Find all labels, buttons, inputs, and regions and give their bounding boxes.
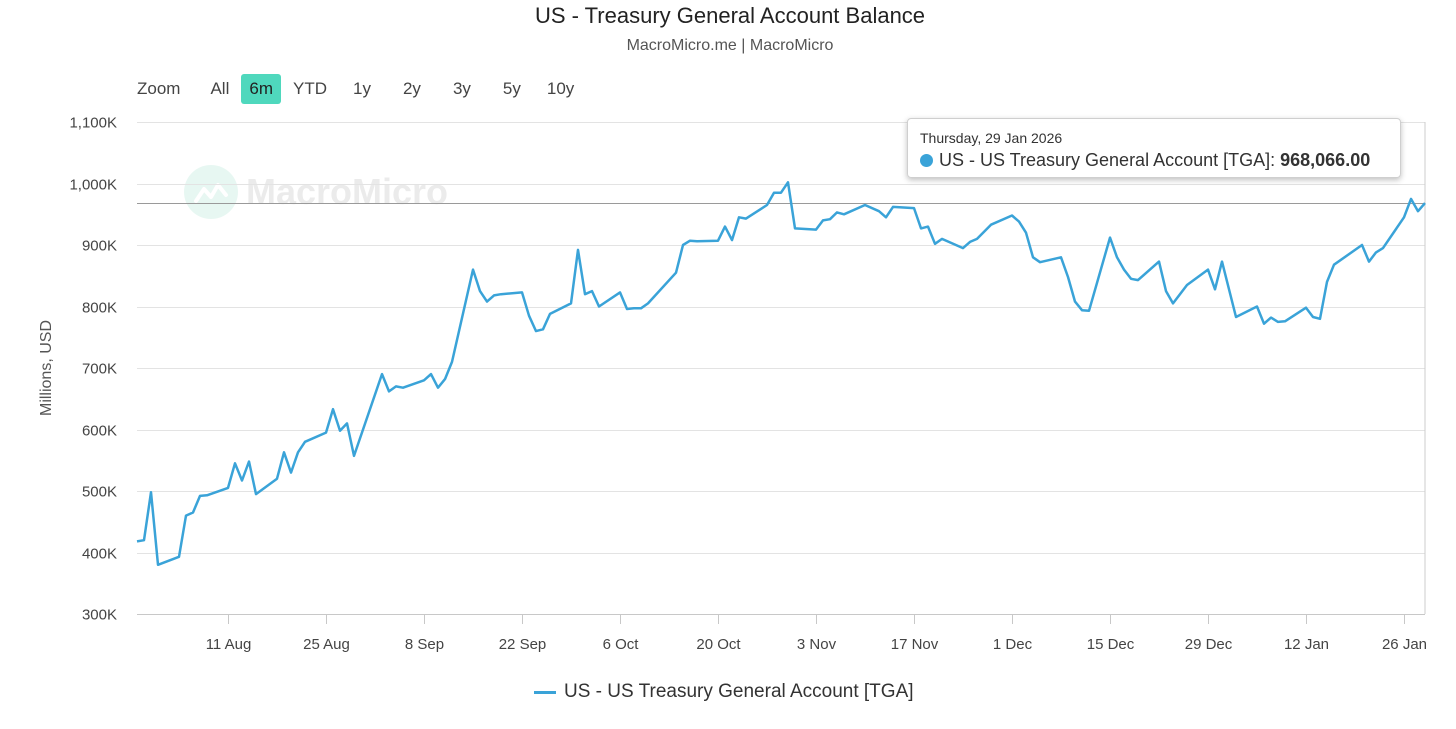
- y-tick-label: 700K: [82, 361, 117, 378]
- x-tick-label: 17 Nov: [891, 636, 939, 653]
- x-axis: 11 Aug 25 Aug 8 Sep 22 Sep 6 Oct 20 Oct 3 Nov 1…: [206, 614, 1427, 653]
- chart-subtitle: MacroMicro.me | MacroMicro: [626, 37, 834, 54]
- x-tick-label: 6 Oct: [603, 636, 640, 653]
- tooltip-date: Thursday, 29 Jan 2026: [920, 130, 1063, 146]
- y-tick-label: 500K: [82, 484, 117, 501]
- y-axis: 300K 400K 500K 600K 700K 800K 900K 1,000K 1,100K: [69, 115, 117, 624]
- x-tick-label: 3 Nov: [797, 636, 837, 653]
- y-tick-label: 400K: [82, 546, 117, 563]
- y-tick-label: 600K: [82, 423, 117, 440]
- tooltip-row: US - US Treasury General Account [TGA]: …: [920, 149, 1388, 171]
- x-tick-label: 26 Jan: [1382, 636, 1427, 653]
- legend-line-icon: [534, 690, 556, 694]
- x-tick-label: 15 Dec: [1087, 636, 1135, 653]
- y-tick-label: 900K: [82, 238, 117, 255]
- x-tick-label: 25 Aug: [303, 636, 350, 653]
- y-tick-label: 300K: [82, 607, 117, 624]
- watermark: MacroMicro: [184, 165, 448, 219]
- zoom-bar: Zoom All 6m YTD 1y 2y 3y 5y 10y: [137, 74, 586, 104]
- x-tick-label: 8 Sep: [405, 636, 444, 653]
- series-line-tga: [136, 181, 1426, 567]
- y-tick-label: 1,100K: [69, 115, 117, 132]
- series-dot-icon: [920, 154, 933, 167]
- grid-layer: [137, 122, 1425, 554]
- y-axis-label: Millions, USD: [38, 319, 55, 417]
- x-tick-label: 22 Sep: [499, 636, 547, 653]
- tooltip-series-label: US - US Treasury General Account [TGA]:: [939, 150, 1281, 170]
- zoom-button-6m[interactable]: 6m: [241, 74, 281, 104]
- macromicro-logo-icon: [184, 165, 238, 219]
- zoom-label: Zoom: [137, 79, 181, 98]
- watermark-text: MacroMicro: [246, 171, 449, 212]
- tooltip: Thursday, 29 Jan 2026 US - US Treasury G…: [907, 118, 1401, 178]
- zoom-button-all[interactable]: All: [210, 79, 230, 98]
- legend-item-tga[interactable]: US - US Treasury General Account [TGA]: [534, 680, 914, 704]
- x-tick-label: 12 Jan: [1284, 636, 1329, 653]
- x-tick-label: 11 Aug: [206, 636, 252, 653]
- x-tick-label: 20 Oct: [696, 636, 741, 653]
- x-tick-label: 1 Dec: [993, 636, 1033, 653]
- y-tick-label: 1,000K: [69, 177, 117, 194]
- zoom-button-2y[interactable]: 2y: [402, 79, 421, 98]
- zoom-button-ytd[interactable]: YTD: [293, 79, 327, 98]
- tooltip-value: 968,066.00: [1280, 150, 1371, 170]
- zoom-button-10y[interactable]: 10y: [546, 79, 575, 98]
- chart-title: US - Treasury General Account Balance: [534, 3, 926, 28]
- zoom-button-3y[interactable]: 3y: [452, 79, 471, 98]
- zoom-button-1y[interactable]: 1y: [353, 79, 371, 98]
- legend-label: US - US Treasury General Account [TGA]: [564, 681, 914, 702]
- y-tick-label: 800K: [82, 300, 117, 317]
- x-tick-label: 29 Dec: [1185, 636, 1233, 653]
- zoom-button-5y[interactable]: 5y: [502, 79, 521, 98]
